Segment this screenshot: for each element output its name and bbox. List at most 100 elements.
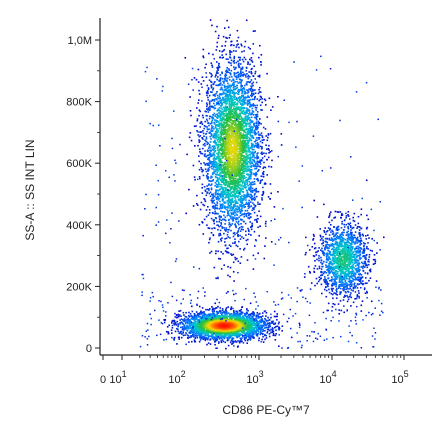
event-dot — [229, 209, 231, 212]
event-dot — [246, 123, 249, 125]
event-dot — [247, 160, 250, 163]
event-dot — [264, 245, 266, 247]
event-dot — [219, 171, 222, 173]
event-dot — [207, 342, 210, 344]
event-dot — [266, 116, 269, 118]
event-dot — [234, 67, 237, 70]
event-dot — [258, 322, 260, 325]
event-dot — [268, 324, 270, 327]
event-dot — [226, 100, 228, 102]
event-dot — [190, 114, 192, 117]
event-dot — [239, 173, 242, 176]
event-dot — [238, 81, 241, 83]
event-dot — [224, 75, 227, 78]
event-dot — [206, 308, 209, 311]
event-dot — [238, 136, 241, 138]
event-dot — [243, 198, 245, 200]
event-dot — [247, 313, 250, 316]
event-dot — [235, 146, 238, 149]
event-dot — [224, 73, 227, 75]
event-dot — [251, 222, 253, 225]
event-dot — [263, 310, 266, 313]
event-dot — [198, 155, 200, 157]
event-dot — [241, 311, 244, 314]
event-dot — [206, 94, 208, 97]
event-dot — [262, 341, 265, 343]
event-dot — [277, 191, 279, 193]
event-dot — [208, 102, 211, 104]
event-dot — [218, 156, 220, 159]
event-dot — [260, 54, 263, 56]
event-dot — [201, 307, 204, 309]
event-dot — [232, 50, 235, 52]
event-dot — [214, 166, 217, 169]
event-dot — [232, 84, 235, 87]
event-dot — [248, 147, 251, 150]
event-dot — [229, 139, 231, 141]
event-dot — [231, 116, 233, 118]
event-dot — [264, 324, 266, 326]
event-dot — [226, 171, 228, 174]
event-dot — [245, 230, 247, 233]
event-dot — [240, 308, 242, 311]
event-dot — [231, 167, 234, 170]
event-dot — [259, 328, 262, 331]
event-dot — [224, 201, 226, 203]
event-dot — [243, 199, 245, 201]
event-dot — [234, 197, 236, 199]
event-dot — [243, 177, 246, 179]
event-dot — [260, 132, 263, 134]
event-dot — [218, 173, 221, 176]
event-dot — [219, 193, 222, 196]
event-dot — [230, 212, 232, 214]
event-dot — [218, 111, 221, 114]
event-dot — [230, 104, 232, 106]
event-dot — [234, 223, 237, 225]
event-dot — [215, 164, 218, 167]
event-dot — [249, 171, 252, 174]
event-dot — [220, 341, 223, 344]
event-dot — [239, 337, 242, 340]
event-dot — [228, 165, 230, 168]
event-dot — [236, 128, 238, 131]
event-dot — [263, 327, 266, 329]
event-dot — [214, 139, 216, 142]
event-dot — [225, 88, 227, 90]
event-dot — [240, 88, 242, 90]
event-dot — [201, 76, 204, 78]
event-dot — [275, 333, 277, 335]
event-dot — [231, 117, 234, 119]
event-dot — [241, 236, 243, 238]
event-dot — [254, 72, 256, 75]
event-dot — [240, 104, 243, 106]
event-dot — [206, 130, 208, 133]
event-dot — [250, 171, 253, 173]
event-dot — [238, 172, 240, 174]
event-dot — [272, 332, 275, 335]
event-dot — [234, 124, 236, 126]
event-dot — [185, 316, 188, 318]
event-dot — [211, 64, 213, 67]
event-dot — [217, 147, 219, 150]
event-dot — [226, 313, 229, 315]
event-dot — [231, 197, 234, 200]
event-dot — [209, 123, 212, 125]
event-dot — [225, 230, 227, 232]
event-dot — [214, 95, 216, 97]
event-dot — [222, 35, 225, 38]
event-dot — [237, 122, 240, 125]
event-dot — [209, 335, 211, 337]
event-dot — [235, 137, 237, 140]
event-dot — [239, 121, 241, 123]
event-dot — [190, 327, 192, 330]
event-dot — [213, 219, 215, 221]
event-dot — [230, 105, 233, 108]
event-dot — [255, 139, 257, 141]
event-dot — [201, 168, 203, 171]
event-dot — [223, 183, 225, 186]
event-dot — [240, 79, 243, 81]
event-dot — [214, 107, 217, 109]
event-dot — [264, 333, 266, 336]
event-dot — [226, 142, 229, 144]
event-dot — [246, 173, 248, 175]
